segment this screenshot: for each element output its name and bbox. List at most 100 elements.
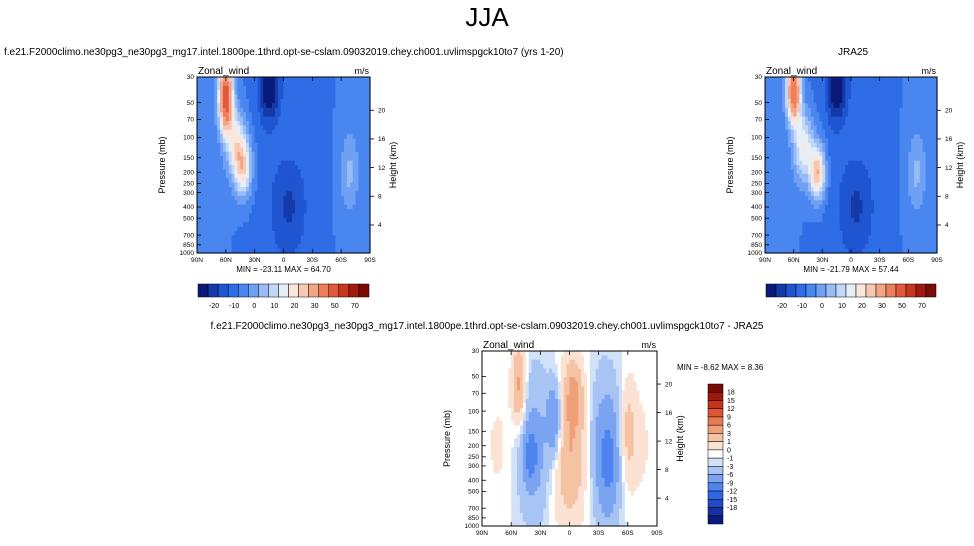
heatmap-cell: [335, 151, 339, 157]
heatmap-cell: [222, 239, 227, 245]
heatmap-cell: [894, 94, 898, 100]
heatmap-cell: [905, 204, 909, 210]
heatmap-cell: [851, 77, 855, 82]
colorbar: -20 -10 0 10 20 30 50 70: [765, 283, 937, 310]
heatmap-cell: [919, 169, 924, 175]
heatmap-cell: [248, 244, 253, 250]
heatmap-cell: [785, 138, 789, 144]
heatmap-cell: [364, 99, 368, 104]
heatmap-cell: [931, 125, 935, 131]
heatmap-cell: [825, 195, 829, 201]
heatmap-cell: [894, 129, 898, 135]
heatmap-cell: [862, 103, 866, 109]
heatmap-cell: [802, 204, 806, 210]
heatmap-cell: [905, 182, 909, 188]
heatmap-cell: [341, 213, 345, 219]
heatmap-cell: [199, 103, 204, 109]
heatmap-cell: [312, 151, 316, 157]
heatmap-cell: [217, 156, 221, 162]
heatmap-cell: [297, 165, 302, 170]
heatmap-cell: [292, 182, 296, 188]
heatmap-cell: [243, 217, 247, 223]
heatmap-cell: [856, 239, 861, 245]
heatmap-cell: [208, 222, 213, 228]
heatmap-cell: [292, 204, 296, 210]
heatmap-cell: [862, 209, 866, 214]
heatmap-cell: [785, 182, 789, 188]
heatmap-cell: [851, 173, 855, 179]
heatmap-cell: [352, 213, 357, 219]
heatmap-cell: [271, 187, 276, 192]
heatmap-cell: [225, 182, 230, 188]
heatmap-cell: [833, 187, 838, 192]
heatmap-cell: [770, 226, 775, 232]
heatmap-cell: [211, 226, 215, 232]
heatmap-cell: [876, 182, 881, 188]
heatmap-cell: [825, 191, 829, 197]
heatmap-cell: [271, 195, 276, 201]
heatmap-cell: [765, 94, 769, 100]
heatmap-cell: [332, 173, 336, 179]
heatmap-cell: [819, 213, 823, 219]
heatmap-cell: [269, 191, 273, 197]
heatmap-cell: [355, 147, 360, 153]
heatmap-cell: [367, 213, 371, 219]
heatmap-cell: [277, 99, 282, 104]
heatmap-cell: [830, 107, 835, 113]
heatmap-cell: [873, 129, 878, 135]
heatmap-cell: [885, 173, 889, 179]
heatmap-cell: [243, 116, 247, 122]
heatmap-cell: [785, 81, 789, 87]
heatmap-cell: [896, 107, 901, 113]
heatmap-cell: [346, 94, 351, 100]
heatmap-cell: [873, 217, 878, 223]
heatmap-cell: [228, 103, 233, 109]
heatmap-cell: [274, 244, 279, 250]
heatmap-cell: [905, 222, 909, 228]
heatmap-cell: [785, 178, 789, 184]
heatmap-cell: [315, 103, 319, 109]
heatmap-cell: [344, 138, 348, 144]
heatmap-cell: [859, 195, 864, 201]
heatmap-cell: [323, 195, 328, 201]
heatmap-cell: [263, 143, 267, 148]
heatmap-cell: [851, 99, 855, 104]
heatmap-cell: [283, 143, 287, 148]
heatmap-cell: [911, 235, 915, 241]
heatmap-cell: [908, 134, 912, 140]
heatmap-cell: [208, 226, 213, 232]
heatmap-cell: [220, 239, 224, 245]
heatmap-cell: [813, 217, 818, 223]
heatmap-cell: [833, 213, 838, 219]
heatmap-cell: [885, 239, 889, 245]
heatmap-cell: [277, 85, 282, 91]
heatmap-cell: [805, 173, 809, 179]
heatmap-cell: [237, 187, 241, 192]
heatmap-cell: [269, 81, 273, 87]
heatmap-cell: [251, 191, 256, 197]
heatmap-cell: [289, 125, 293, 131]
heatmap-cell: [805, 200, 809, 206]
heatmap-cell: [916, 239, 921, 245]
colorbar-box: [825, 283, 837, 298]
heatmap-cell: [323, 129, 328, 135]
heatmap-cell: [825, 178, 829, 184]
heatmap-cell: [908, 103, 912, 109]
heatmap-cell: [346, 134, 351, 140]
heatmap-cell: [197, 81, 201, 87]
heatmap-cell: [315, 217, 319, 223]
heatmap-cell: [231, 160, 236, 166]
heatmap-cell: [922, 125, 927, 131]
heatmap-cell: [271, 165, 276, 170]
heatmap-cell: [908, 209, 912, 214]
heatmap-cell: [214, 195, 218, 201]
heatmap-cell: [341, 235, 345, 241]
heatmap-cell: [346, 125, 351, 131]
heatmap-cell: [297, 94, 302, 100]
heatmap-cell: [202, 129, 207, 135]
heatmap-cell: [352, 85, 357, 91]
heatmap-cell: [899, 151, 904, 157]
heatmap-cell: [845, 121, 849, 126]
heatmap-cell: [879, 147, 884, 153]
colorbar-label: 70: [918, 303, 926, 310]
